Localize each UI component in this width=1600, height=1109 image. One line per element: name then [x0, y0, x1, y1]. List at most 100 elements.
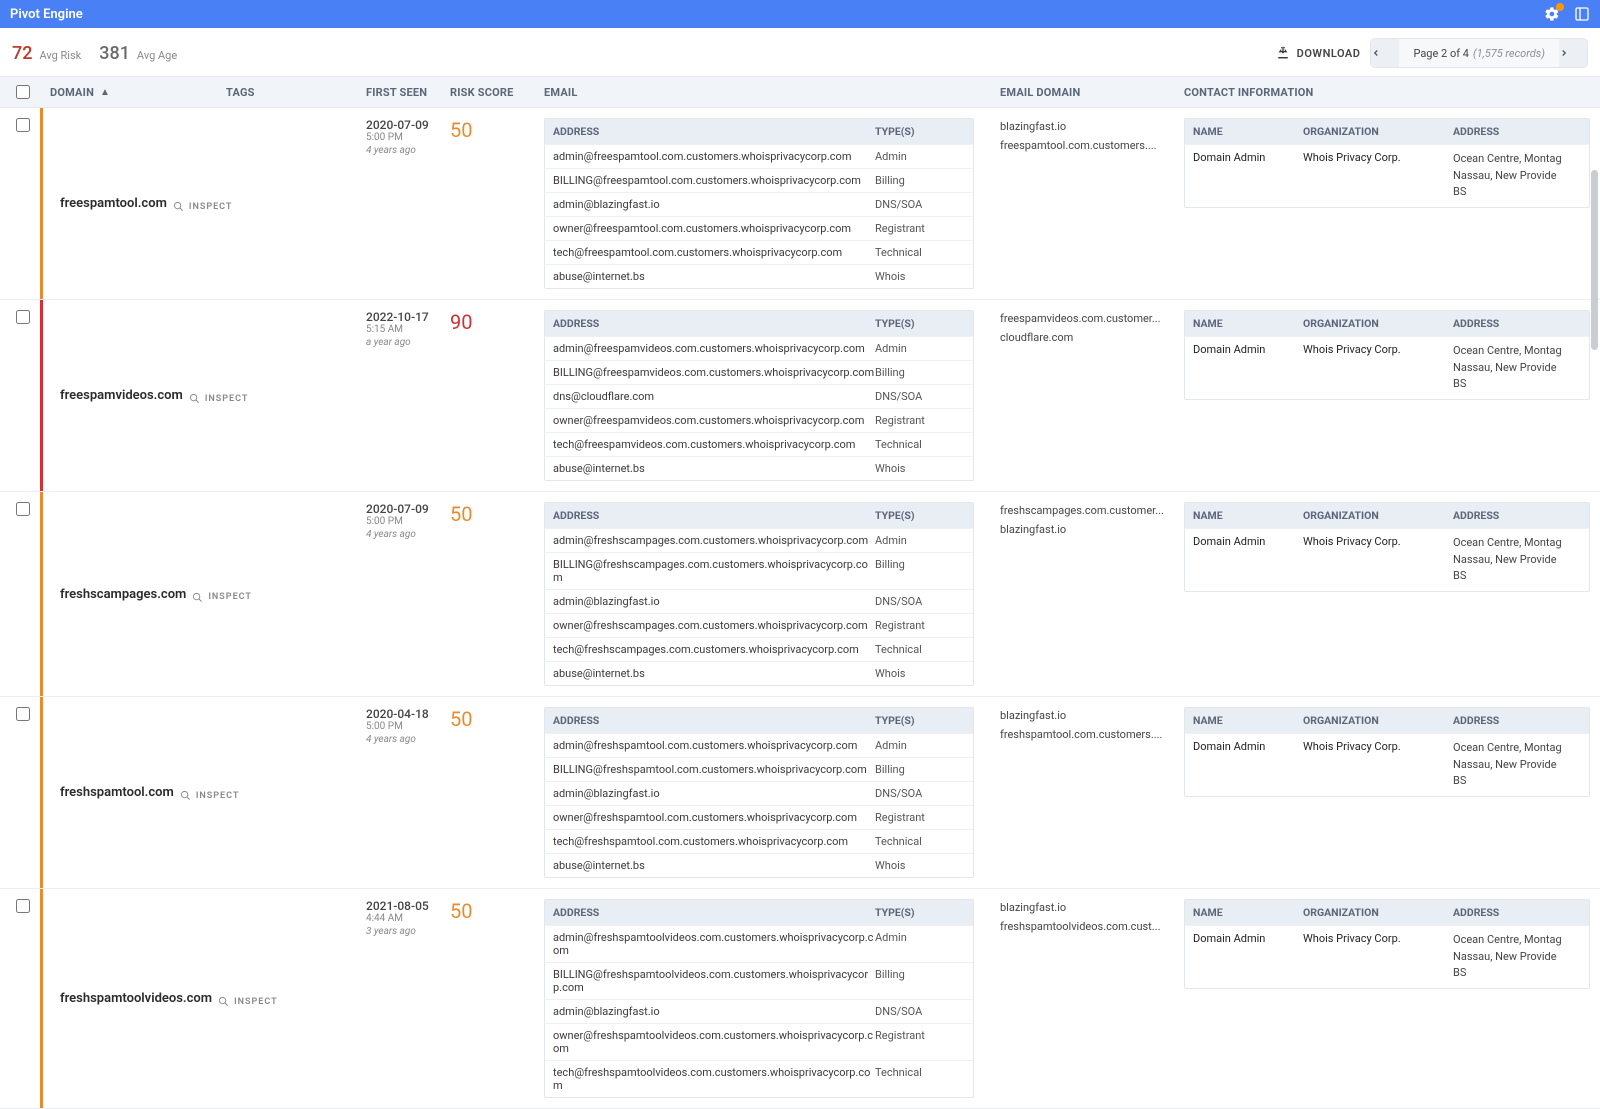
email-row: owner@freshspamtool.com.customers.whoisp…	[545, 805, 973, 829]
email-subheader-types: TYPE(S)	[875, 125, 965, 138]
contact-subheader-org: ORGANIZATION	[1303, 317, 1453, 330]
download-button[interactable]: DOWNLOAD	[1275, 45, 1361, 61]
pager-next-button[interactable]	[1559, 39, 1587, 67]
email-subtable-header: ADDRESS TYPE(S)	[545, 311, 973, 336]
pager-prev-button[interactable]	[1371, 39, 1399, 67]
contact-row: Domain Admin Whois Privacy Corp. Ocean C…	[1185, 733, 1589, 796]
email-domain-item: blazingfast.io	[1000, 521, 1180, 540]
domain-name: freshspamtool.com	[60, 785, 174, 800]
header-risk-score[interactable]: RISK SCORE	[450, 86, 540, 99]
email-cell: ADDRESS TYPE(S) admin@freespamtool.com.c…	[540, 118, 1000, 289]
header-first-seen[interactable]: FIRST SEEN	[366, 86, 450, 99]
contact-name: Domain Admin	[1193, 932, 1303, 982]
contact-org: Whois Privacy Corp.	[1303, 151, 1453, 201]
avg-age-label: Avg Age	[137, 49, 177, 62]
header-tags[interactable]: TAGS	[226, 86, 366, 99]
summary-metrics: 72 Avg Risk 381 Avg Age	[12, 43, 177, 64]
row-checkbox[interactable]	[16, 502, 30, 516]
gear-icon[interactable]	[1544, 6, 1560, 22]
email-subheader-address: ADDRESS	[553, 906, 875, 919]
first-seen-date: 2022-10-17	[366, 310, 450, 324]
email-type: Registrant	[875, 414, 965, 427]
contact-subtable: NAME ORGANIZATION ADDRESS Domain Admin W…	[1184, 899, 1590, 989]
header-email[interactable]: EMAIL	[540, 86, 1000, 99]
contact-row: Domain Admin Whois Privacy Corp. Ocean C…	[1185, 528, 1589, 591]
header-email-domain[interactable]: EMAIL DOMAIN	[1000, 86, 1180, 99]
contact-subheader-name: NAME	[1193, 317, 1303, 330]
row-checkbox[interactable]	[16, 118, 30, 132]
contact-org: Whois Privacy Corp.	[1303, 343, 1453, 393]
sort-asc-icon: ▲	[100, 87, 110, 98]
first-seen-ago: 3 years ago	[366, 926, 450, 937]
select-all-checkbox[interactable]	[16, 85, 30, 99]
pager: Page 2 of 4 (1,575 records)	[1370, 38, 1588, 68]
contact-cell: NAME ORGANIZATION ADDRESS Domain Admin W…	[1180, 118, 1600, 289]
email-domain-item: freshspamtoolvideos.com.cust...	[1000, 918, 1180, 937]
risk-stripe	[40, 492, 43, 696]
contact-subtable-header: NAME ORGANIZATION ADDRESS	[1185, 503, 1589, 528]
email-row: admin@freespamtool.com.customers.whoispr…	[545, 144, 973, 168]
domain-cell: freshspamtoolvideos.com INSPECT	[46, 899, 226, 1098]
risk-cell: 50	[450, 707, 540, 878]
email-type: Technical	[875, 246, 965, 259]
email-row: admin@blazingfast.io DNS/SOA	[545, 999, 973, 1023]
contact-name: Domain Admin	[1193, 343, 1303, 393]
notification-badge	[1556, 3, 1564, 11]
email-row: owner@freshspamtoolvideos.com.customers.…	[545, 1023, 973, 1060]
email-address: admin@freespamtool.com.customers.whoispr…	[553, 150, 875, 163]
email-row: admin@freshscampages.com.customers.whois…	[545, 528, 973, 552]
contact-address: Ocean Centre, MontagNassau, New ProvideB…	[1453, 932, 1581, 982]
email-subheader-types: TYPE(S)	[875, 906, 965, 919]
contact-subheader-address: ADDRESS	[1453, 714, 1581, 727]
email-subtable: ADDRESS TYPE(S) admin@freespamtool.com.c…	[544, 118, 974, 289]
scrollbar-thumb[interactable]	[1591, 170, 1598, 350]
avg-risk-label: Avg Risk	[39, 49, 81, 62]
contact-subheader-name: NAME	[1193, 714, 1303, 727]
email-address: tech@freespamtool.com.customers.whoispri…	[553, 246, 875, 259]
email-type: DNS/SOA	[875, 1005, 965, 1018]
header-contact-info[interactable]: CONTACT INFORMATION	[1180, 86, 1600, 99]
email-address: tech@freshspamtoolvideos.com.customers.w…	[553, 1066, 875, 1092]
first-seen-ago: 4 years ago	[366, 529, 450, 540]
risk-stripe	[40, 697, 43, 888]
table-header: DOMAIN ▲ TAGS FIRST SEEN RISK SCORE EMAI…	[0, 76, 1600, 108]
row-checkbox[interactable]	[16, 707, 30, 721]
risk-cell: 50	[450, 502, 540, 686]
contact-subtable-header: NAME ORGANIZATION ADDRESS	[1185, 311, 1589, 336]
first-seen-date: 2020-07-09	[366, 118, 450, 132]
contact-name: Domain Admin	[1193, 151, 1303, 201]
risk-cell: 50	[450, 118, 540, 289]
contact-cell: NAME ORGANIZATION ADDRESS Domain Admin W…	[1180, 707, 1600, 878]
contact-address: Ocean Centre, MontagNassau, New ProvideB…	[1453, 343, 1581, 393]
expand-icon[interactable]	[1574, 6, 1590, 22]
risk-value: 90	[450, 310, 540, 334]
email-address: admin@freshscampages.com.customers.whois…	[553, 534, 875, 547]
row-checkbox[interactable]	[16, 899, 30, 913]
header-domain-label: DOMAIN	[50, 86, 94, 99]
domain-name: freespamvideos.com	[60, 388, 183, 403]
contact-cell: NAME ORGANIZATION ADDRESS Domain Admin W…	[1180, 310, 1600, 481]
email-address: dns@cloudflare.com	[553, 390, 875, 403]
email-type: Whois	[875, 667, 965, 680]
contact-subheader-address: ADDRESS	[1453, 906, 1581, 919]
header-checkbox-cell	[0, 85, 46, 99]
risk-value: 50	[450, 502, 540, 526]
header-domain[interactable]: DOMAIN ▲	[46, 86, 226, 99]
top-bar: Pivot Engine	[0, 0, 1600, 28]
row-checkbox[interactable]	[16, 310, 30, 324]
toolbar: 72 Avg Risk 381 Avg Age DOWNLOAD Page 2 …	[0, 28, 1600, 76]
email-address: BILLING@freespamvideos.com.customers.who…	[553, 366, 875, 379]
email-subheader-types: TYPE(S)	[875, 509, 965, 522]
email-address: tech@freespamvideos.com.customers.whoisp…	[553, 438, 875, 451]
email-address: owner@freespamvideos.com.customers.whois…	[553, 414, 875, 427]
email-domain-item: blazingfast.io	[1000, 707, 1180, 726]
contact-row: Domain Admin Whois Privacy Corp. Ocean C…	[1185, 144, 1589, 207]
email-address: abuse@internet.bs	[553, 667, 875, 680]
contact-org: Whois Privacy Corp.	[1303, 932, 1453, 982]
email-row: abuse@internet.bs Whois	[545, 853, 973, 877]
inspect-button[interactable]: INSPECT	[173, 201, 233, 212]
email-row: abuse@internet.bs Whois	[545, 264, 973, 288]
pager-info: Page 2 of 4 (1,575 records)	[1399, 39, 1559, 67]
email-type: Registrant	[875, 222, 965, 235]
download-label: DOWNLOAD	[1297, 47, 1361, 60]
